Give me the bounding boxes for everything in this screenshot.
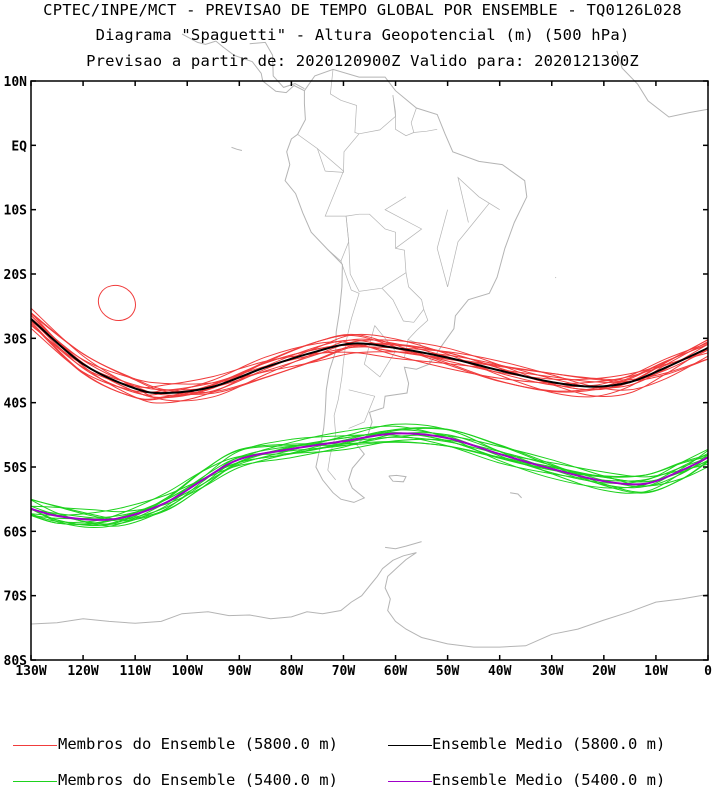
border-16 [348, 389, 376, 429]
legend-label-mean-5400: Ensemble Medio (5400.0 m) [432, 771, 666, 789]
ensemble-members-5800 [30, 284, 709, 404]
coastlines [30, 33, 709, 648]
title-line-3: Previsao a partir de: 2020120900Z Valido… [86, 52, 639, 70]
member-5400-4 [30, 434, 709, 525]
south-georgia-island [510, 492, 522, 499]
lon-label: 70W [332, 664, 356, 679]
lon-label: 0 [704, 664, 712, 679]
lon-label: 120W [67, 664, 98, 679]
lon-label: 80W [280, 664, 304, 679]
member-5800-5 [30, 312, 709, 404]
africa-coast [616, 50, 709, 118]
lon-label: 20W [592, 664, 616, 679]
lat-label: 10N [4, 75, 28, 90]
malvinas-islands [388, 474, 407, 483]
border-4 [381, 272, 425, 323]
border-0 [327, 260, 360, 481]
border-8 [297, 134, 326, 172]
central-america-outline [215, 40, 305, 94]
member-5800-closed-contour [97, 284, 136, 321]
lon-label: 30W [540, 664, 564, 679]
member-5400-6 [30, 432, 709, 516]
border-13 [457, 176, 500, 223]
lat-label: EQ [11, 139, 27, 154]
mean-5800-line [30, 318, 709, 395]
lon-label: 60W [384, 664, 408, 679]
border-12 [436, 202, 490, 287]
border-3 [317, 148, 350, 242]
legend-swatch-members-5800 [13, 745, 57, 746]
lon-label: 110W [119, 664, 150, 679]
lon-label: 10W [644, 664, 668, 679]
trinidade-island [554, 276, 557, 279]
antarctic-peninsula-east [384, 552, 709, 648]
lat-label: 40S [4, 397, 28, 412]
shetland-islands [385, 541, 422, 550]
member-5400-10 [30, 423, 709, 520]
lat-label: 80S [4, 654, 28, 669]
central-america-west-shore [181, 33, 217, 45]
plot-frame [30, 80, 709, 661]
legend-label-members-5800: Membros do Ensemble (5800.0 m) [58, 735, 338, 753]
ensemble-members-5400 [30, 423, 709, 529]
mean-5400-line [30, 432, 709, 521]
lat-label: 30S [4, 332, 28, 347]
border-9 [330, 69, 360, 135]
member-5800-13 [30, 321, 709, 401]
title-line-1: CPTEC/INPE/MCT - PREVISAO DE TEMPO GLOBA… [43, 1, 682, 19]
lon-label: 90W [228, 664, 252, 679]
border-10 [410, 107, 438, 133]
lon-label: 130W [15, 664, 46, 679]
title-line-2: Diagrama "Spaguetti" - Altura Geopotenci… [95, 26, 630, 44]
border-14 [384, 196, 423, 249]
legend-swatch-mean-5400 [388, 781, 432, 782]
ensemble-means [30, 318, 709, 521]
lat-label: 10S [4, 204, 28, 219]
lat-label: 60S [4, 525, 28, 540]
longitude-axis: 130W 120W 110W 100W 90W 80W 70W 60W 50W 40W 30W 20W… [15, 81, 712, 679]
lon-label: 100W [172, 664, 203, 679]
legend-swatch-members-5400 [13, 781, 57, 782]
border-11 [392, 95, 414, 137]
border-1 [345, 213, 407, 292]
latitude-axis: 10N EQ 10S 20S 30S 40S 50S 60S 70S 80S [4, 75, 708, 669]
antarctic-peninsula-outline [30, 552, 417, 625]
member-5800-6 [30, 323, 709, 388]
caribbean-coast [249, 41, 305, 90]
lat-label: 50S [4, 461, 28, 476]
legend-label-members-5400: Membros do Ensemble (5400.0 m) [58, 771, 338, 789]
lon-label: 40W [488, 664, 512, 679]
border-7 [327, 241, 350, 262]
galapagos-islands [231, 146, 243, 151]
lat-label: 20S [4, 268, 28, 283]
legend-label-mean-5800: Ensemble Medio (5800.0 m) [432, 735, 666, 753]
border-2 [325, 95, 396, 173]
lon-label: 50W [436, 664, 460, 679]
lat-label: 70S [4, 590, 28, 605]
legend-swatch-mean-5800 [388, 745, 432, 746]
border-6 [407, 309, 429, 340]
